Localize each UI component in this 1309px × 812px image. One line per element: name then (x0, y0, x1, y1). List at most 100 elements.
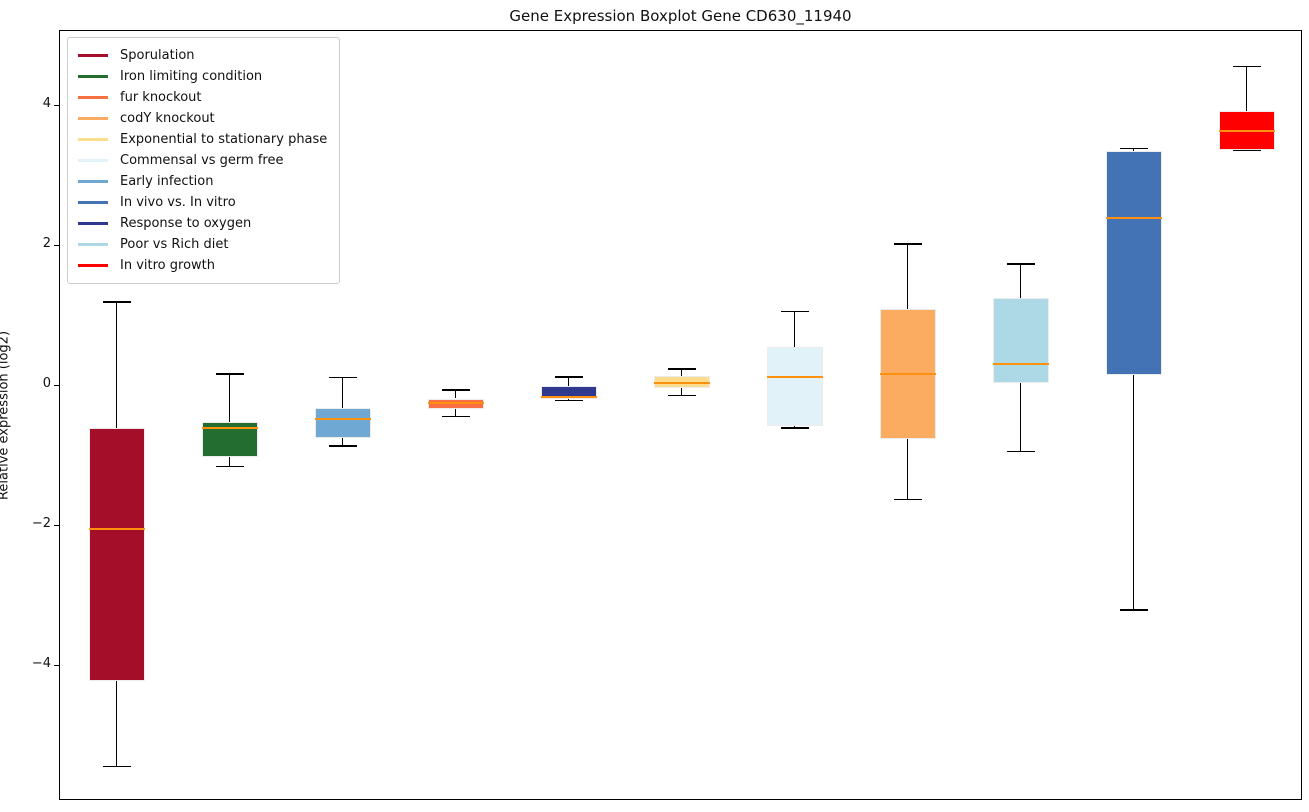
lower-whisker (1019, 383, 1022, 452)
legend-label: Poor vs Rich diet (120, 237, 229, 252)
upper-whisker-cap (554, 376, 583, 378)
upper-whisker (793, 311, 796, 347)
lower-whisker-cap (780, 427, 809, 429)
upper-whisker (1245, 66, 1248, 111)
lower-whisker-cap (1119, 609, 1148, 611)
median-line (766, 375, 823, 378)
lower-whisker-cap (328, 445, 357, 447)
median-line (88, 528, 145, 531)
upper-whisker (454, 390, 457, 399)
median-line (201, 426, 258, 429)
lower-whisker (793, 425, 796, 428)
median-line (992, 363, 1049, 366)
legend-swatch (78, 243, 108, 246)
lower-whisker-cap (215, 465, 244, 468)
legend-label: Sporulation (120, 48, 195, 63)
y-tick-label: −2 (31, 515, 51, 531)
legend-item: fur knockout (78, 87, 327, 108)
lower-whisker (906, 439, 909, 500)
chart-title: Gene Expression Boxplot Gene CD630_11940 (509, 7, 852, 25)
legend-item: Poor vs Rich diet (78, 234, 327, 255)
legend-label: fur knockout (120, 90, 202, 105)
median-line (653, 382, 710, 385)
legend-label: Response to oxygen (120, 216, 252, 231)
legend-label: Exponential to stationary phase (120, 132, 328, 147)
legend-item: Exponential to stationary phase (78, 129, 327, 150)
upper-whisker-cap (1119, 147, 1148, 150)
y-tick-mark (54, 664, 59, 666)
legend-label: Iron limiting condition (120, 69, 263, 84)
upper-whisker (906, 243, 909, 309)
upper-whisker (680, 369, 683, 377)
lower-whisker-cap (667, 394, 696, 397)
lower-whisker (680, 388, 683, 396)
median-line (540, 396, 597, 399)
boxplot-box (1105, 151, 1162, 376)
median-line (1105, 216, 1162, 219)
legend-item: codY knockout (78, 108, 327, 129)
median-line (427, 401, 484, 404)
boxplot-box (88, 427, 145, 682)
boxplot-box (653, 376, 710, 388)
legend-swatch (78, 222, 108, 225)
legend-item: Commensal vs germ free (78, 150, 327, 171)
upper-whisker-cap (215, 373, 244, 375)
upper-whisker-cap (893, 243, 922, 245)
upper-whisker-cap (441, 389, 470, 391)
legend-swatch (78, 54, 108, 57)
legend-swatch (78, 159, 108, 162)
lower-whisker-cap (1232, 149, 1261, 152)
y-tick-mark (54, 104, 59, 106)
plot-area: Sporulation Iron limiting condition fur kn… (59, 30, 1302, 800)
legend-label: Early infection (120, 174, 214, 189)
legend: Sporulation Iron limiting condition fur kn… (67, 37, 341, 284)
y-tick-label: 4 (42, 95, 51, 111)
legend-swatch (78, 180, 108, 183)
median-line (314, 417, 371, 420)
y-tick-label: −4 (31, 655, 51, 671)
legend-item: Sporulation (78, 45, 327, 66)
upper-whisker-cap (667, 368, 696, 370)
y-tick-mark (54, 524, 59, 526)
legend-swatch (78, 96, 108, 99)
y-tick-mark (54, 244, 59, 246)
legend-item: Response to oxygen (78, 213, 327, 234)
legend-swatch (78, 75, 108, 78)
boxplot-box (766, 346, 823, 426)
legend-item: In vivo vs. In vitro (78, 192, 327, 213)
legend-swatch (78, 117, 108, 120)
upper-whisker-cap (102, 301, 131, 303)
boxplot-box (314, 408, 371, 439)
legend-swatch (78, 264, 108, 267)
lower-whisker-cap (893, 498, 922, 501)
lower-whisker-cap (554, 399, 583, 402)
legend-label: codY knockout (120, 111, 215, 126)
lower-whisker (228, 456, 231, 467)
upper-whisker-cap (780, 310, 809, 313)
upper-whisker-cap (1232, 65, 1261, 68)
boxplot-box (540, 385, 597, 400)
y-tick-mark (54, 384, 59, 386)
legend-swatch (78, 138, 108, 141)
legend-item: Early infection (78, 171, 327, 192)
lower-whisker (1132, 375, 1135, 610)
boxplot-box (992, 298, 1049, 384)
legend-item: Iron limiting condition (78, 66, 327, 87)
median-line (1218, 130, 1275, 133)
lower-whisker (341, 438, 344, 447)
upper-whisker (567, 376, 570, 386)
median-line (879, 373, 936, 375)
lower-whisker (454, 409, 457, 417)
upper-whisker-cap (328, 376, 357, 379)
legend-label: Commensal vs germ free (120, 153, 284, 168)
boxplot-box (427, 398, 484, 409)
y-tick-label: 0 (42, 375, 51, 391)
upper-whisker (1132, 148, 1135, 152)
y-tick-label: 2 (42, 235, 51, 251)
lower-whisker (115, 681, 118, 767)
upper-whisker-cap (1006, 263, 1035, 265)
legend-label: In vivo vs. In vitro (120, 195, 236, 210)
upper-whisker (115, 301, 118, 428)
legend-label: In vitro growth (120, 258, 215, 273)
